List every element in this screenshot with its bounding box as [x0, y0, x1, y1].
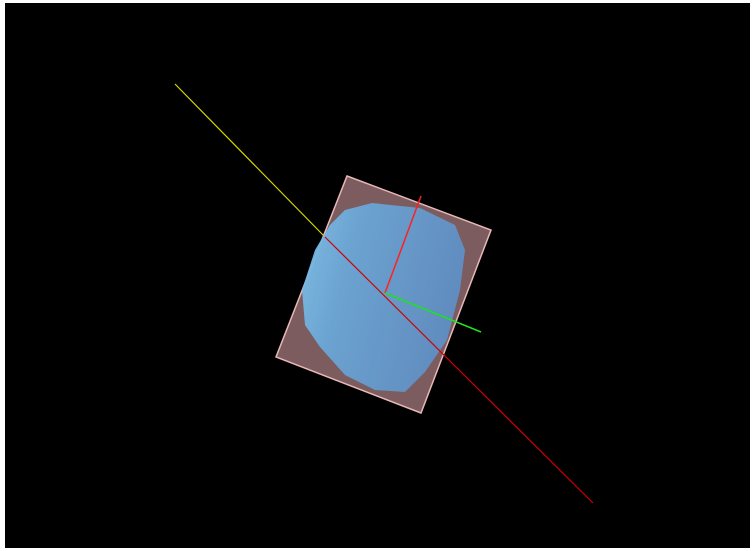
- yellow-axis: [174, 83, 326, 238]
- normal-axis: [384, 195, 422, 294]
- specimen: [302, 203, 465, 392]
- red-axis: [324, 236, 594, 504]
- green-axis: [384, 292, 482, 333]
